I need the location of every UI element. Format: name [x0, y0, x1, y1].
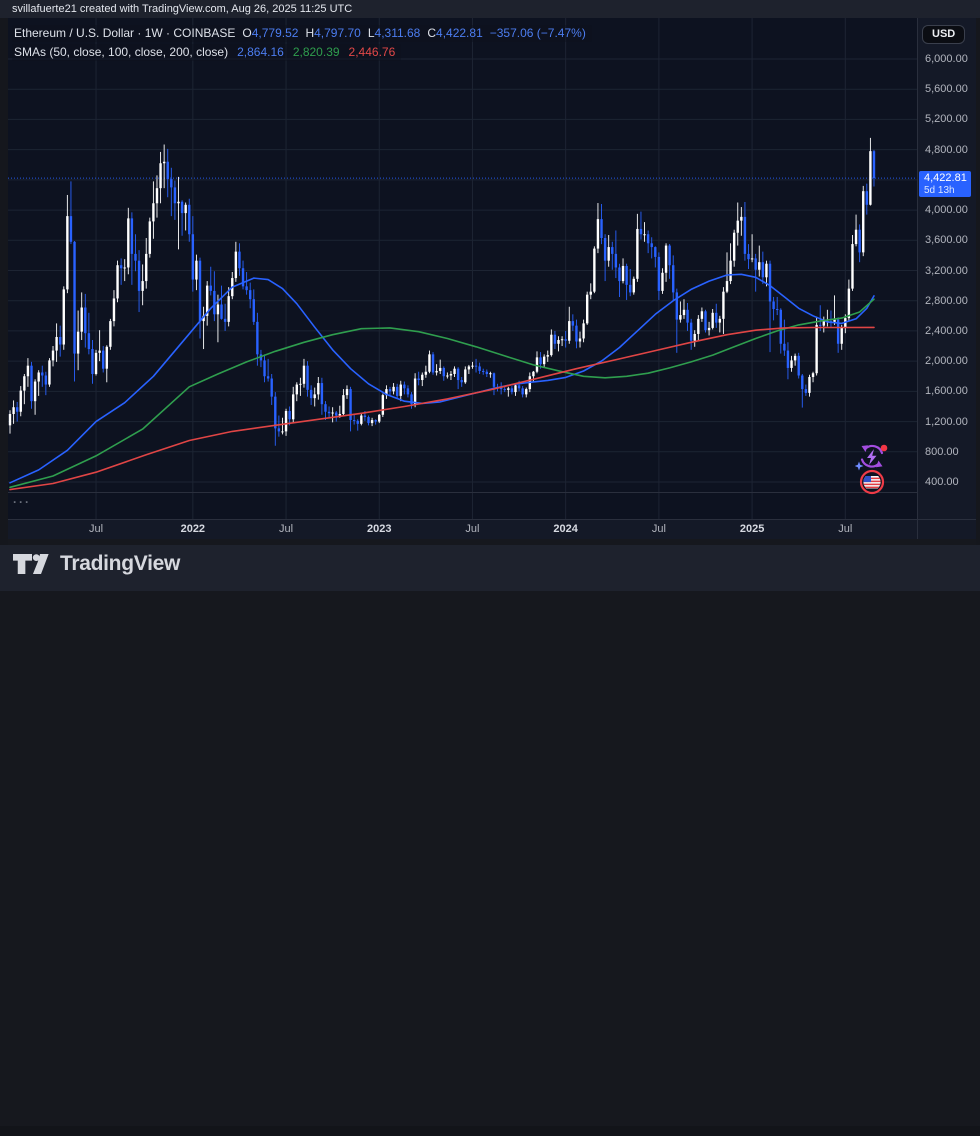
ohlc-open: O4,779.52 [242, 26, 299, 40]
price-axis-label: 6,000.00 [925, 53, 968, 65]
time-axis-label: Jul [651, 523, 666, 535]
footer-bottom-strip [0, 1126, 980, 1136]
last-price-value: 4,422.81 [924, 172, 967, 185]
us-flag-icon [859, 469, 885, 495]
time-axis-label: 2022 [180, 523, 206, 535]
tradingview-logo-icon [13, 554, 49, 574]
recycle-flash-icon [854, 444, 888, 471]
tradingview-wordmark: TradingView [60, 552, 181, 575]
time-axis-label: Jul [465, 523, 480, 535]
chart-canvas[interactable] [8, 18, 917, 519]
time-axis-label: Jul [279, 523, 294, 535]
sma-200-line [9, 326, 875, 491]
sma-100-line [9, 298, 875, 489]
symbol-title: Ethereum / U.S. Dollar · 1W · COINBASE [14, 26, 236, 40]
axis-corner-separator [917, 520, 918, 540]
recycle-flash-sticker[interactable] [854, 443, 889, 473]
sma-lines [9, 273, 875, 491]
price-axis[interactable]: USD 6,000.00 5,600.00 5,200.00 4,800.00 4,00… [917, 18, 976, 519]
price-axis-label: 400.00 [925, 476, 959, 488]
pane-more-ellipsis[interactable]: ··· [13, 495, 31, 509]
sma-legend-row[interactable]: SMAs (50, close, 100, close, 200, close)… [12, 44, 402, 61]
price-axis-label: 5,600.00 [925, 83, 968, 96]
time-axis-label: Jul [838, 523, 853, 535]
symbol-legend-row[interactable]: Ethereum / U.S. Dollar · 1W · COINBASE O4… [12, 25, 592, 42]
ohlc-high: H4,797.70 [305, 26, 361, 40]
price-axis-label: 1,600.00 [925, 385, 968, 398]
last-price-label: 4,422.81 5d 13h [919, 171, 971, 198]
time-axis[interactable]: Jul 2022 Jul 2023 Jul 2024 Jul 2025 Jul [8, 519, 976, 540]
price-axis-label: 5,200.00 [925, 113, 968, 126]
price-axis-label: 2,000.00 [925, 355, 968, 368]
sma-title: SMAs (50, close, 100, close, 200, close) [14, 45, 229, 59]
price-axis-label: 4,000.00 [925, 204, 968, 217]
sma50-value: 2,864.16 [237, 45, 284, 59]
price-axis-label: 800.00 [925, 445, 959, 458]
grid-lines [8, 18, 917, 519]
price-axis-label: 2,800.00 [925, 294, 968, 307]
sma200-value: 2,446.76 [348, 45, 396, 59]
bar-countdown: 5d 13h [924, 185, 955, 197]
frame-right-margin [976, 18, 980, 545]
frame-bottom-gap [8, 539, 976, 545]
time-axis-label: 2025 [739, 523, 765, 535]
frame-left-margin [0, 18, 8, 545]
time-axis-label: Jul [89, 523, 104, 535]
price-axis-label: 1,200.00 [925, 415, 968, 428]
attribution-text: svillafuerte21 created with TradingView.… [12, 3, 353, 15]
attribution-bar: svillafuerte21 created with TradingView.… [0, 0, 980, 18]
price-axis-label: 2,400.00 [925, 324, 968, 337]
change-value: −357.06 (−7.47%) [489, 26, 586, 40]
price-axis-label: 4,800.00 [925, 143, 968, 156]
ohlc-close: C4,422.81 [427, 26, 483, 40]
legend: Ethereum / U.S. Dollar · 1W · COINBASE O4… [12, 25, 592, 63]
time-axis-label: 2023 [367, 523, 392, 535]
sma100-value: 2,820.39 [292, 45, 340, 59]
price-axis-label: 3,200.00 [925, 264, 968, 277]
time-axis-label: 2024 [553, 523, 578, 535]
tradingview-logo-link[interactable]: TradingView [13, 552, 180, 576]
price-axis-label: 3,600.00 [925, 234, 968, 247]
us-flag-sticker[interactable] [859, 469, 885, 495]
currency-toggle-button[interactable]: USD [922, 25, 966, 44]
candlestick-series [8, 137, 876, 446]
ohlc-low: L4,311.68 [367, 26, 421, 40]
